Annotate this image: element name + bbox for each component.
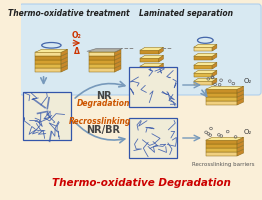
Polygon shape bbox=[114, 61, 121, 68]
Polygon shape bbox=[140, 73, 159, 77]
Polygon shape bbox=[140, 58, 159, 62]
Polygon shape bbox=[237, 94, 244, 101]
Polygon shape bbox=[237, 145, 244, 152]
Polygon shape bbox=[159, 70, 163, 77]
Polygon shape bbox=[194, 62, 217, 65]
Polygon shape bbox=[61, 49, 68, 56]
Polygon shape bbox=[129, 118, 177, 158]
Polygon shape bbox=[206, 148, 237, 152]
Polygon shape bbox=[23, 92, 71, 140]
Polygon shape bbox=[89, 56, 114, 60]
Text: NR: NR bbox=[96, 91, 111, 101]
Polygon shape bbox=[194, 73, 212, 77]
Polygon shape bbox=[206, 89, 237, 93]
Polygon shape bbox=[212, 62, 217, 69]
Polygon shape bbox=[194, 81, 212, 85]
Polygon shape bbox=[114, 57, 121, 64]
Polygon shape bbox=[35, 56, 61, 60]
Polygon shape bbox=[206, 152, 237, 156]
Polygon shape bbox=[159, 55, 163, 62]
Polygon shape bbox=[89, 68, 114, 72]
Polygon shape bbox=[212, 44, 217, 51]
Polygon shape bbox=[61, 65, 68, 72]
Text: Recrosslinking barriers: Recrosslinking barriers bbox=[192, 162, 255, 167]
Polygon shape bbox=[237, 90, 244, 97]
Polygon shape bbox=[194, 56, 212, 60]
Text: O₂: O₂ bbox=[244, 129, 252, 135]
Polygon shape bbox=[206, 140, 237, 144]
Polygon shape bbox=[237, 141, 244, 148]
Polygon shape bbox=[89, 60, 114, 64]
Polygon shape bbox=[194, 65, 212, 69]
Polygon shape bbox=[61, 57, 68, 64]
Polygon shape bbox=[212, 70, 217, 77]
Polygon shape bbox=[159, 47, 163, 54]
Polygon shape bbox=[237, 149, 244, 156]
Polygon shape bbox=[194, 53, 217, 56]
Polygon shape bbox=[87, 48, 123, 51]
Polygon shape bbox=[129, 67, 177, 107]
Polygon shape bbox=[206, 101, 237, 105]
Text: Δ: Δ bbox=[74, 46, 80, 55]
Polygon shape bbox=[35, 49, 68, 52]
Polygon shape bbox=[114, 53, 121, 60]
Polygon shape bbox=[140, 70, 163, 73]
Polygon shape bbox=[206, 137, 244, 140]
Text: NR/BR: NR/BR bbox=[86, 125, 121, 135]
Polygon shape bbox=[140, 55, 163, 58]
FancyBboxPatch shape bbox=[20, 4, 261, 95]
Polygon shape bbox=[89, 64, 114, 68]
Polygon shape bbox=[237, 86, 244, 93]
Polygon shape bbox=[194, 78, 217, 81]
Text: Recrosslinking: Recrosslinking bbox=[69, 117, 131, 127]
Text: Thermo-oxidative treatment: Thermo-oxidative treatment bbox=[8, 9, 129, 18]
Polygon shape bbox=[35, 60, 61, 64]
Polygon shape bbox=[237, 137, 244, 144]
Polygon shape bbox=[61, 53, 68, 60]
Text: O₂: O₂ bbox=[72, 30, 82, 40]
Polygon shape bbox=[212, 78, 217, 85]
Polygon shape bbox=[140, 66, 159, 70]
Polygon shape bbox=[114, 49, 121, 56]
Polygon shape bbox=[114, 65, 121, 72]
Polygon shape bbox=[206, 86, 244, 89]
Polygon shape bbox=[140, 63, 163, 66]
Polygon shape bbox=[35, 52, 61, 56]
Polygon shape bbox=[89, 49, 121, 52]
Polygon shape bbox=[206, 144, 237, 148]
Text: Laminated separation: Laminated separation bbox=[139, 9, 233, 18]
Text: O₂: O₂ bbox=[244, 78, 252, 84]
Polygon shape bbox=[237, 98, 244, 105]
Polygon shape bbox=[194, 70, 217, 73]
Polygon shape bbox=[61, 61, 68, 68]
Polygon shape bbox=[140, 50, 159, 54]
Polygon shape bbox=[89, 52, 114, 56]
Polygon shape bbox=[35, 64, 61, 68]
Polygon shape bbox=[206, 93, 237, 97]
Polygon shape bbox=[194, 44, 217, 47]
Polygon shape bbox=[194, 47, 212, 51]
Text: Thermo-oxidative Degradation: Thermo-oxidative Degradation bbox=[52, 178, 231, 188]
Polygon shape bbox=[159, 63, 163, 70]
Polygon shape bbox=[35, 68, 61, 72]
Polygon shape bbox=[140, 47, 163, 50]
Text: Degradation: Degradation bbox=[77, 98, 130, 108]
Polygon shape bbox=[206, 97, 237, 101]
Polygon shape bbox=[212, 53, 217, 60]
